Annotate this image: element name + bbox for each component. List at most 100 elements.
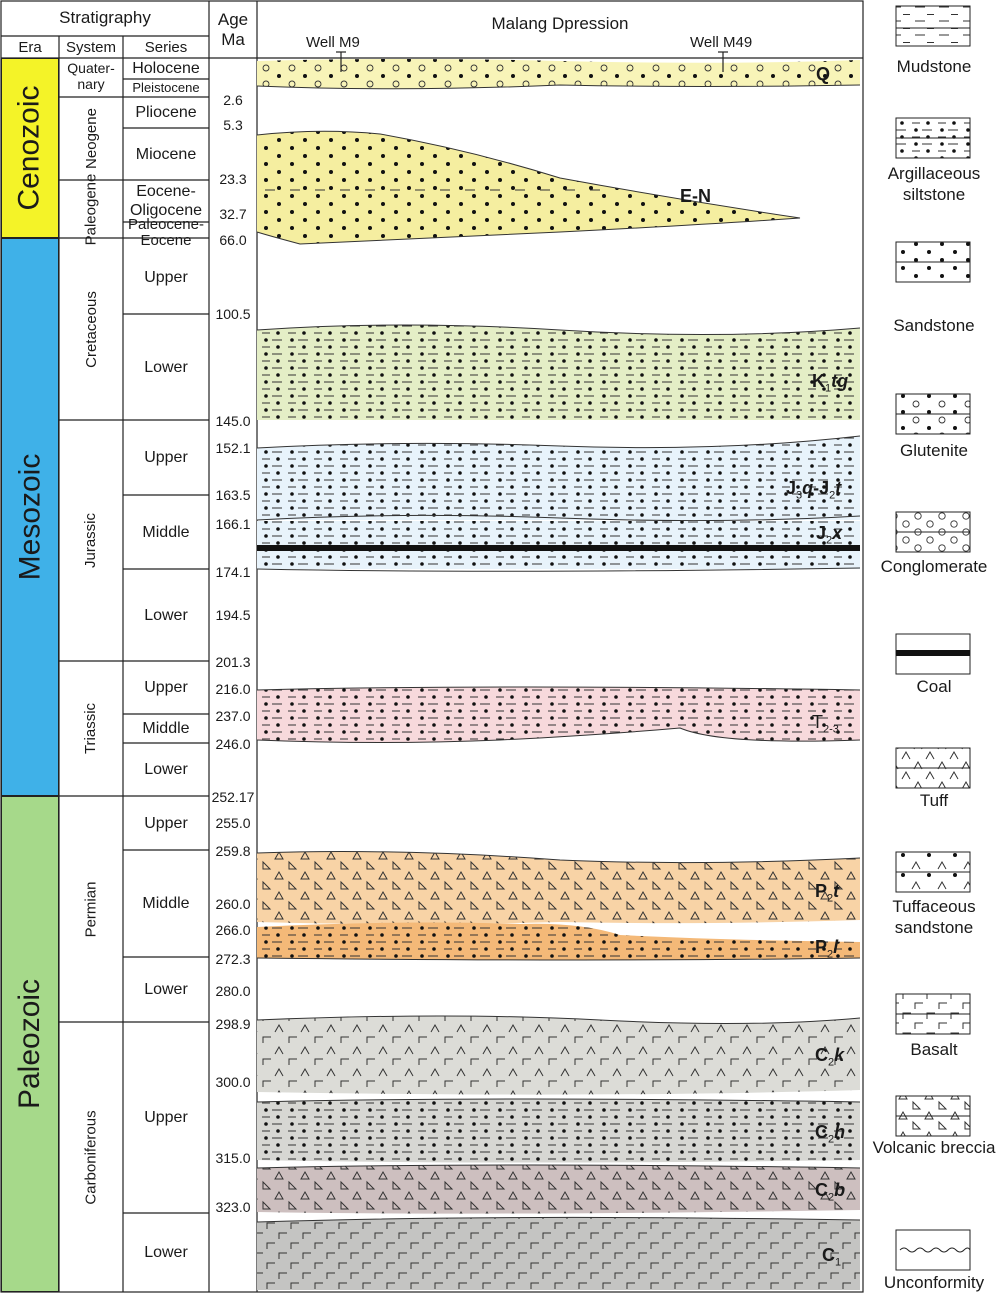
series-carboniferous-lower: Lower [144, 1244, 188, 1261]
age-label: 152.1 [215, 440, 251, 456]
legend-unconformity-label: Unconformity [883, 1273, 985, 1292]
series-carboniferous-upper: Upper [144, 1109, 188, 1126]
age-label: 315.0 [215, 1150, 251, 1166]
header-age: Age [217, 10, 249, 29]
age-label: 272.3 [215, 951, 251, 967]
series-permian-middle: Middle [142, 895, 190, 912]
age-label: 66.0 [219, 232, 247, 248]
age-label: 163.5 [215, 487, 251, 503]
series-triassic-lower: Lower [144, 761, 188, 778]
series-eocene-oligocene: Eocene- Oligocene [129, 183, 203, 219]
well-m9-label: Well M9 [306, 34, 360, 51]
formation-e-n-label: E-N [680, 186, 711, 206]
age-label: 255.0 [215, 815, 251, 831]
formation-j2x-label: J2x [816, 523, 843, 547]
era-cenozoic: Cenozoic [1, 58, 59, 238]
age-label: 259.8 [215, 843, 251, 859]
well-m49-label: Well M49 [690, 34, 753, 51]
system-cretaceous: Cretaceous [82, 290, 100, 368]
formation-c1-label: C1 [822, 1245, 842, 1269]
series-cretaceous-upper: Upper [144, 268, 188, 286]
system-paleogene: Paleogene [82, 173, 100, 245]
series-pleistocene: Pleistocene [132, 80, 200, 95]
age-label: 216.0 [215, 681, 251, 697]
unit-p2t [256, 851, 861, 924]
formation-p2t-label: P2t [815, 881, 840, 905]
section-title: Malang Dpression [491, 14, 629, 33]
legend-tuffaceous-sandstone-label: Tuffaceous sandstone [892, 897, 976, 937]
legend-tuff-label: Tuff [919, 791, 949, 810]
age-label: 323.0 [215, 1199, 251, 1215]
header-series: Series [144, 39, 188, 56]
header-stratigraphy: Stratigraphy [59, 8, 151, 27]
series-jurassic-middle: Middle [142, 523, 190, 541]
unit-c2b [256, 1164, 861, 1214]
formation-c2b-label: C2b [815, 1180, 846, 1204]
unit-j3q-j2t [256, 435, 861, 522]
series-triassic-upper: Upper [144, 679, 188, 696]
legend-basalt-label: Basalt [910, 1040, 958, 1059]
age-label: 2.6 [223, 92, 243, 108]
series-cretaceous-lower: Lower [144, 358, 188, 376]
era-mesozoic: Mesozoic [1, 238, 59, 796]
unit-c1 [256, 1216, 861, 1290]
unit-j2x [256, 521, 861, 572]
legend-mudstone-label: Mudstone [896, 57, 972, 76]
series-jurassic-upper: Upper [144, 449, 188, 466]
age-label: 145.0 [215, 413, 251, 429]
series-holocene: Holocene [132, 60, 200, 77]
age-label: 100.5 [215, 306, 251, 322]
well-markers [336, 51, 728, 72]
age-label: 246.0 [215, 736, 251, 752]
series-pliocene: Pliocene [135, 104, 197, 121]
system-carboniferous: Carboniferous [82, 1109, 100, 1205]
age-label: 237.0 [215, 708, 251, 724]
unit-t23 [256, 686, 861, 743]
legend-conglomerate-label: Conglomerate [880, 557, 988, 576]
legend-volcanic-breccia-label: Volcanic breccia [872, 1138, 996, 1157]
age-label: 32.7 [219, 206, 247, 222]
legend-sandstone-label: Sandstone [893, 316, 975, 335]
formation-k1tg-label: K1tg [812, 371, 849, 395]
age-label: 5.3 [223, 117, 243, 133]
formation-j3q-j2t-label: J3q-J2t [786, 478, 842, 502]
age-label: 300.0 [215, 1074, 251, 1090]
unit-e-n [256, 130, 801, 245]
unit-p2l [256, 922, 861, 961]
series-miocene: Miocene [135, 145, 197, 163]
header-system: System [65, 39, 116, 56]
series-permian-lower: Lower [144, 981, 188, 998]
series-permian-upper: Upper [144, 814, 188, 832]
age-label: 201.3 [215, 654, 251, 670]
unit-k1tg [256, 324, 861, 420]
legend-glutenite-label: Glutenite [899, 441, 969, 460]
series-paleocene-eocene: Paleocene- Eocene [128, 216, 204, 249]
series-jurassic-lower: Lower [144, 606, 188, 624]
age-label: 260.0 [215, 896, 251, 912]
era-paleozoic: Paleozoic [1, 796, 59, 1292]
unit-c2h [256, 1098, 861, 1163]
system-jurassic: Jurassic [82, 512, 100, 569]
system-quaternary: Quater-nary [67, 60, 115, 92]
age-label: 174.1 [215, 564, 251, 580]
formation-p2l-label: P2l [815, 937, 839, 961]
legend-argillaceous-siltstone-label: Argillaceous siltstone [887, 164, 981, 204]
age-label: 266.0 [215, 922, 251, 938]
formation-t23-label: T2-3 [812, 712, 839, 736]
legend-coal-label: Coal [916, 677, 952, 696]
header-era: Era [18, 39, 42, 56]
system-triassic: Triassic [82, 702, 100, 755]
age-label: 23.3 [219, 171, 247, 187]
series-triassic-middle: Middle [142, 720, 190, 737]
age-label: 194.5 [215, 607, 251, 623]
header-age-unit: Ma [221, 30, 245, 49]
age-label: 298.9 [215, 1016, 251, 1032]
formation-c2k-label: C2k [815, 1045, 845, 1069]
unit-c2k [256, 1015, 861, 1095]
formation-c2h-label: C2h [815, 1122, 846, 1146]
formation-q-label: Q [816, 64, 831, 84]
unit-q [256, 59, 861, 90]
age-label: 280.0 [215, 983, 251, 999]
system-permian: Permian [82, 881, 100, 937]
